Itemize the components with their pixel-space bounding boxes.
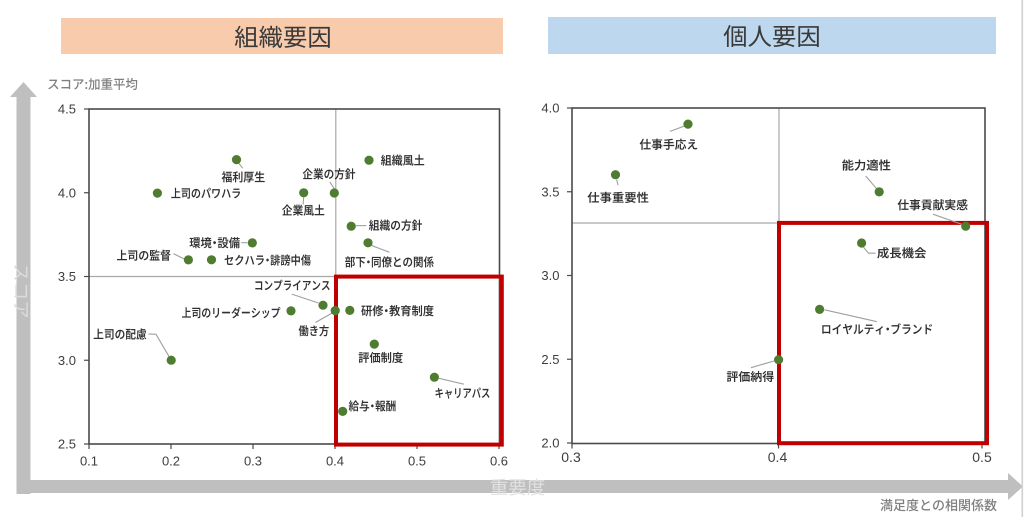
svg-text:0.2: 0.2 [162, 454, 180, 469]
svg-text:3.0: 3.0 [58, 353, 76, 368]
svg-text:3.0: 3.0 [541, 268, 559, 283]
svg-text:0.5: 0.5 [972, 449, 992, 465]
svg-text:0.5: 0.5 [408, 454, 426, 469]
svg-text:0.3: 0.3 [561, 449, 581, 465]
svg-text:3.5: 3.5 [58, 269, 76, 284]
svg-text:3.5: 3.5 [541, 184, 559, 199]
svg-text:2.5: 2.5 [58, 437, 76, 452]
svg-text:4.0: 4.0 [541, 101, 559, 116]
svg-text:0.1: 0.1 [80, 454, 98, 469]
svg-text:2.5: 2.5 [541, 352, 559, 367]
svg-text:0.3: 0.3 [244, 454, 262, 469]
svg-text:0.4: 0.4 [768, 449, 788, 465]
svg-text:0.6: 0.6 [490, 454, 508, 469]
svg-text:2.0: 2.0 [541, 436, 559, 451]
svg-text:4.5: 4.5 [58, 102, 76, 117]
svg-text:4.0: 4.0 [58, 185, 76, 200]
svg-text:0.4: 0.4 [326, 454, 344, 469]
